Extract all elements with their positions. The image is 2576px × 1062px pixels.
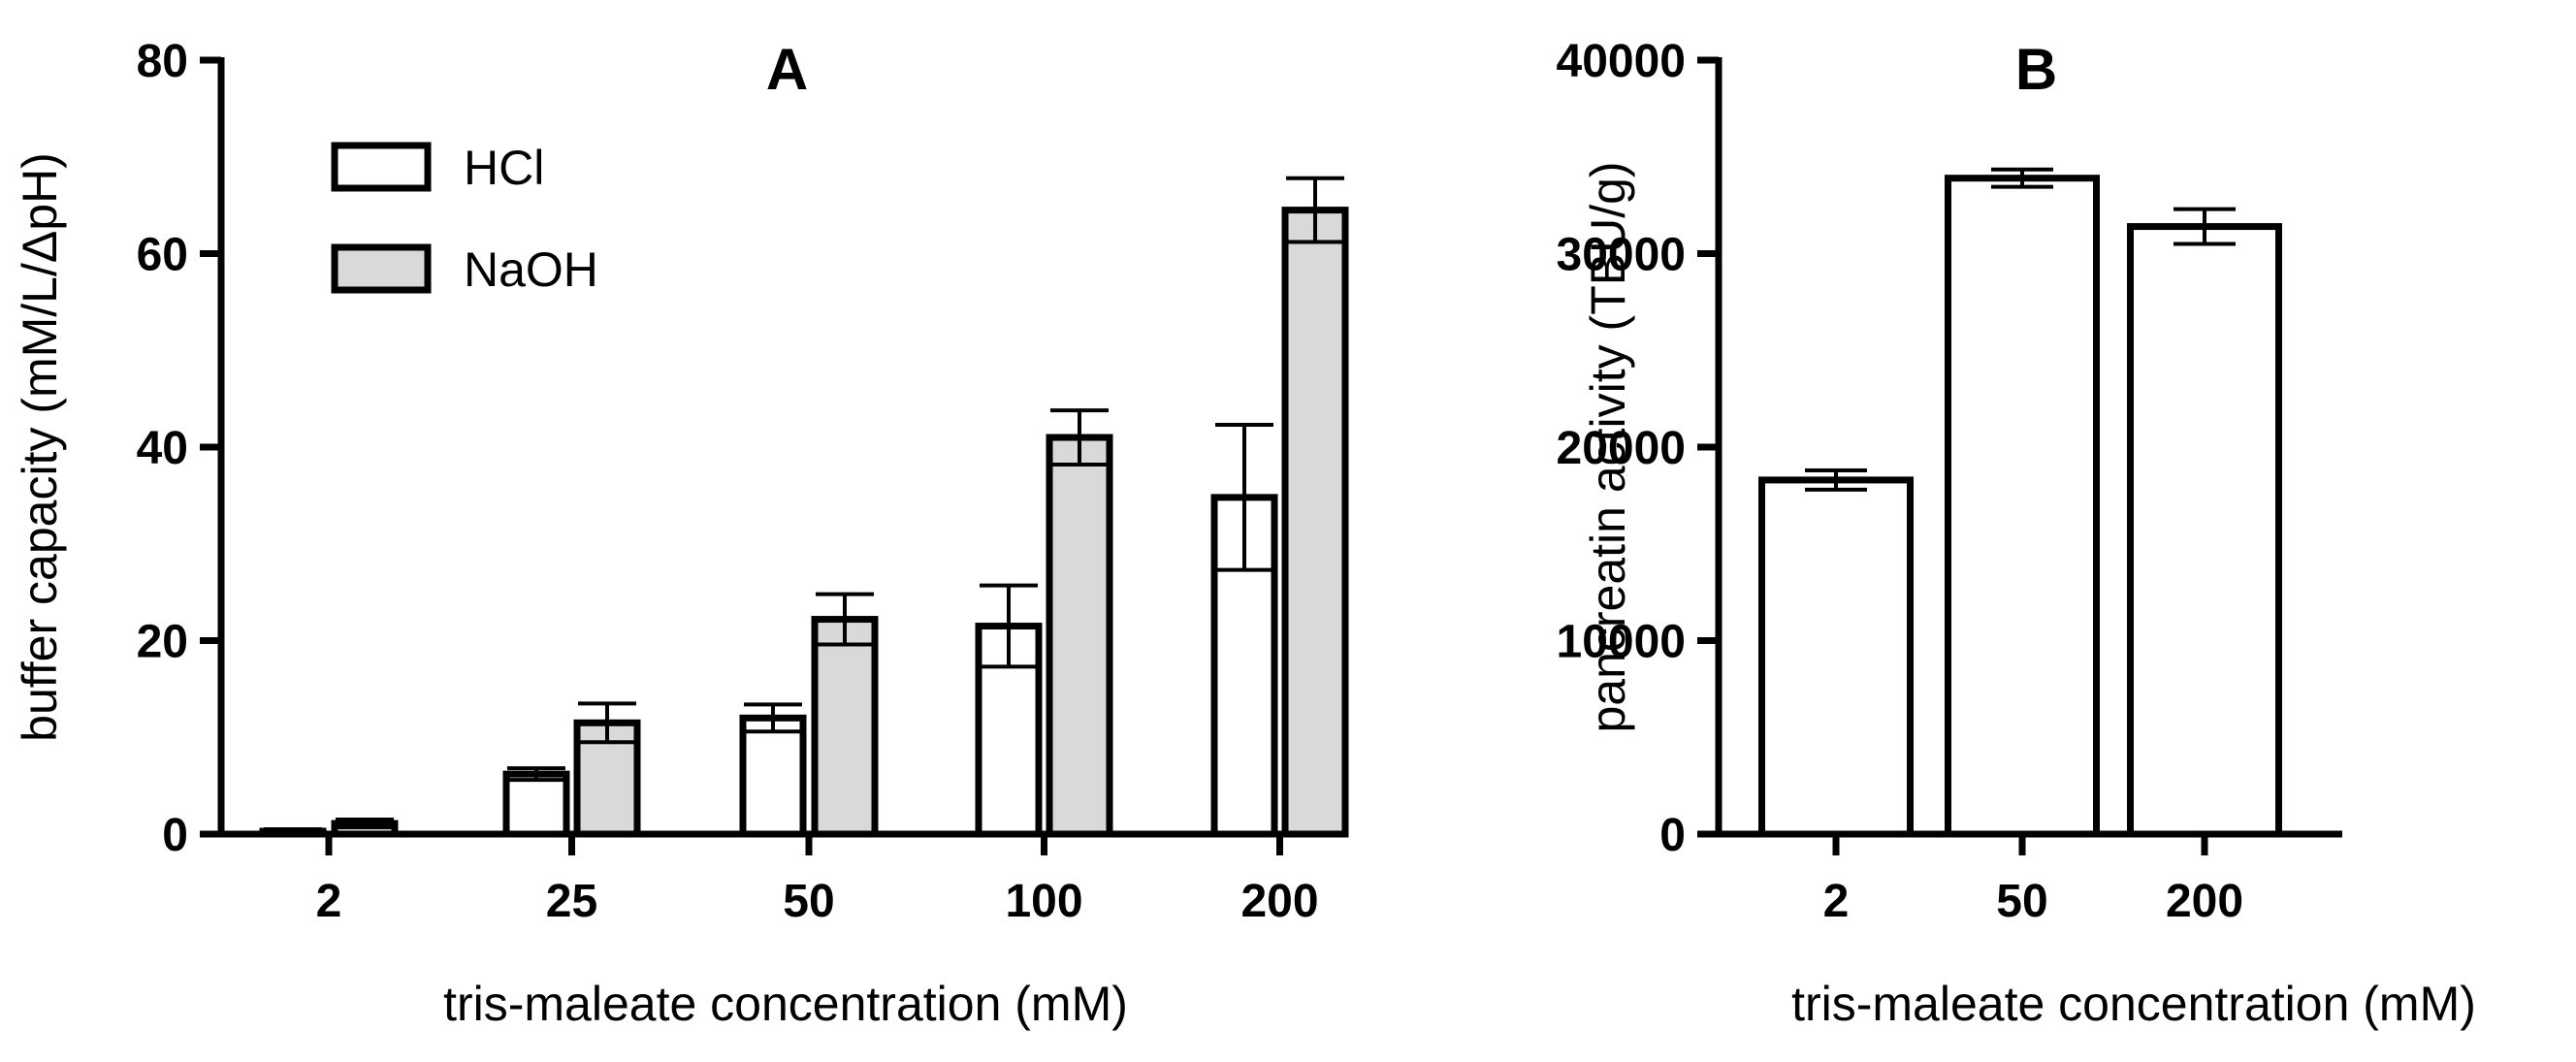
bar-pancreatin-activity-50 bbox=[1945, 175, 2100, 838]
bar-naoh-50 bbox=[811, 616, 879, 838]
bar-hcl-25 bbox=[502, 770, 570, 838]
x-tick-label: 50 bbox=[1996, 876, 2047, 927]
y-tick-label: 20 bbox=[137, 617, 188, 668]
bar-naoh-200 bbox=[1281, 207, 1349, 838]
bar-pancreatin-activity-2 bbox=[1758, 476, 1914, 838]
legend-label-hcl: HCl bbox=[464, 141, 544, 195]
x-tick-label: 200 bbox=[2166, 876, 2243, 927]
x-tick-label: 50 bbox=[783, 876, 834, 927]
legend-swatch-naoh bbox=[331, 243, 432, 294]
legend-swatch-hcl bbox=[331, 142, 432, 192]
x-tick-label: 25 bbox=[546, 876, 597, 927]
x-axis-label: tris-maleate concentration (mM) bbox=[1791, 977, 2476, 1031]
y-tick-label: 40000 bbox=[1557, 36, 1686, 87]
bar-naoh-100 bbox=[1046, 434, 1113, 838]
y-tick-label: 0 bbox=[162, 810, 188, 861]
y-tick-label: 60 bbox=[137, 230, 188, 281]
y-tick-label: 40 bbox=[137, 423, 188, 474]
panel-a: A 0 20 40 60 80 2 25 50 100 200 tris-maleate concen… bbox=[13, 36, 1349, 1031]
bar-hcl-50 bbox=[739, 714, 807, 838]
y-axis-label: buffer capacity (mM/L/ΔpH) bbox=[13, 152, 67, 742]
bar-pancreatin-activity-200 bbox=[2127, 223, 2282, 838]
x-tick-label: 100 bbox=[1005, 876, 1082, 927]
x-tick-label: 2 bbox=[1823, 876, 1850, 927]
x-tick-label: 200 bbox=[1240, 876, 1318, 927]
y-tick-label: 20000 bbox=[1557, 423, 1686, 474]
y-tick-label: 10000 bbox=[1557, 617, 1686, 668]
x-tick-label: 2 bbox=[316, 876, 342, 927]
chart-title: B bbox=[2015, 37, 2057, 102]
panel-b: B 0 10000 20000 30000 40000 2 50 200 tris-maleate… bbox=[1557, 36, 2476, 1031]
legend-label-naoh: NaOH bbox=[464, 242, 598, 297]
x-axis-label: tris-maleate concentration (mM) bbox=[443, 977, 1128, 1031]
y-axis-label: pancreatin activity (TBU/g) bbox=[1581, 161, 1635, 732]
y-tick-label: 30000 bbox=[1557, 230, 1686, 281]
y-tick-label: 0 bbox=[1659, 810, 1686, 861]
chart-title: A bbox=[766, 37, 808, 102]
y-tick-label: 80 bbox=[137, 36, 188, 87]
